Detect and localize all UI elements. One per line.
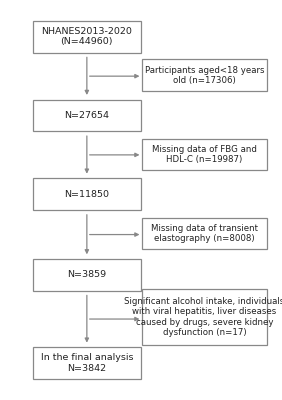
Text: N=27654: N=27654 bbox=[64, 111, 109, 120]
FancyBboxPatch shape bbox=[142, 218, 267, 249]
FancyBboxPatch shape bbox=[142, 289, 267, 345]
FancyBboxPatch shape bbox=[142, 139, 267, 170]
Text: N=11850: N=11850 bbox=[64, 190, 109, 199]
FancyBboxPatch shape bbox=[33, 21, 141, 52]
Text: Significant alcohol intake, individuals
with viral hepatitis, liver diseases
cau: Significant alcohol intake, individuals … bbox=[124, 297, 282, 337]
Text: Missing data of FBG and
HDL-C (n=19987): Missing data of FBG and HDL-C (n=19987) bbox=[152, 145, 257, 164]
Text: N=3859: N=3859 bbox=[67, 270, 106, 279]
Text: Participants aged<18 years
old (n=17306): Participants aged<18 years old (n=17306) bbox=[145, 66, 264, 85]
FancyBboxPatch shape bbox=[33, 178, 141, 210]
FancyBboxPatch shape bbox=[142, 60, 267, 91]
FancyBboxPatch shape bbox=[33, 259, 141, 291]
FancyBboxPatch shape bbox=[33, 100, 141, 131]
Text: Missing data of transient
elastography (n=8008): Missing data of transient elastography (… bbox=[151, 224, 258, 243]
Text: NHANES2013-2020
(N=44960): NHANES2013-2020 (N=44960) bbox=[41, 27, 132, 46]
FancyBboxPatch shape bbox=[33, 348, 141, 379]
Text: In the final analysis
N=3842: In the final analysis N=3842 bbox=[41, 354, 133, 373]
